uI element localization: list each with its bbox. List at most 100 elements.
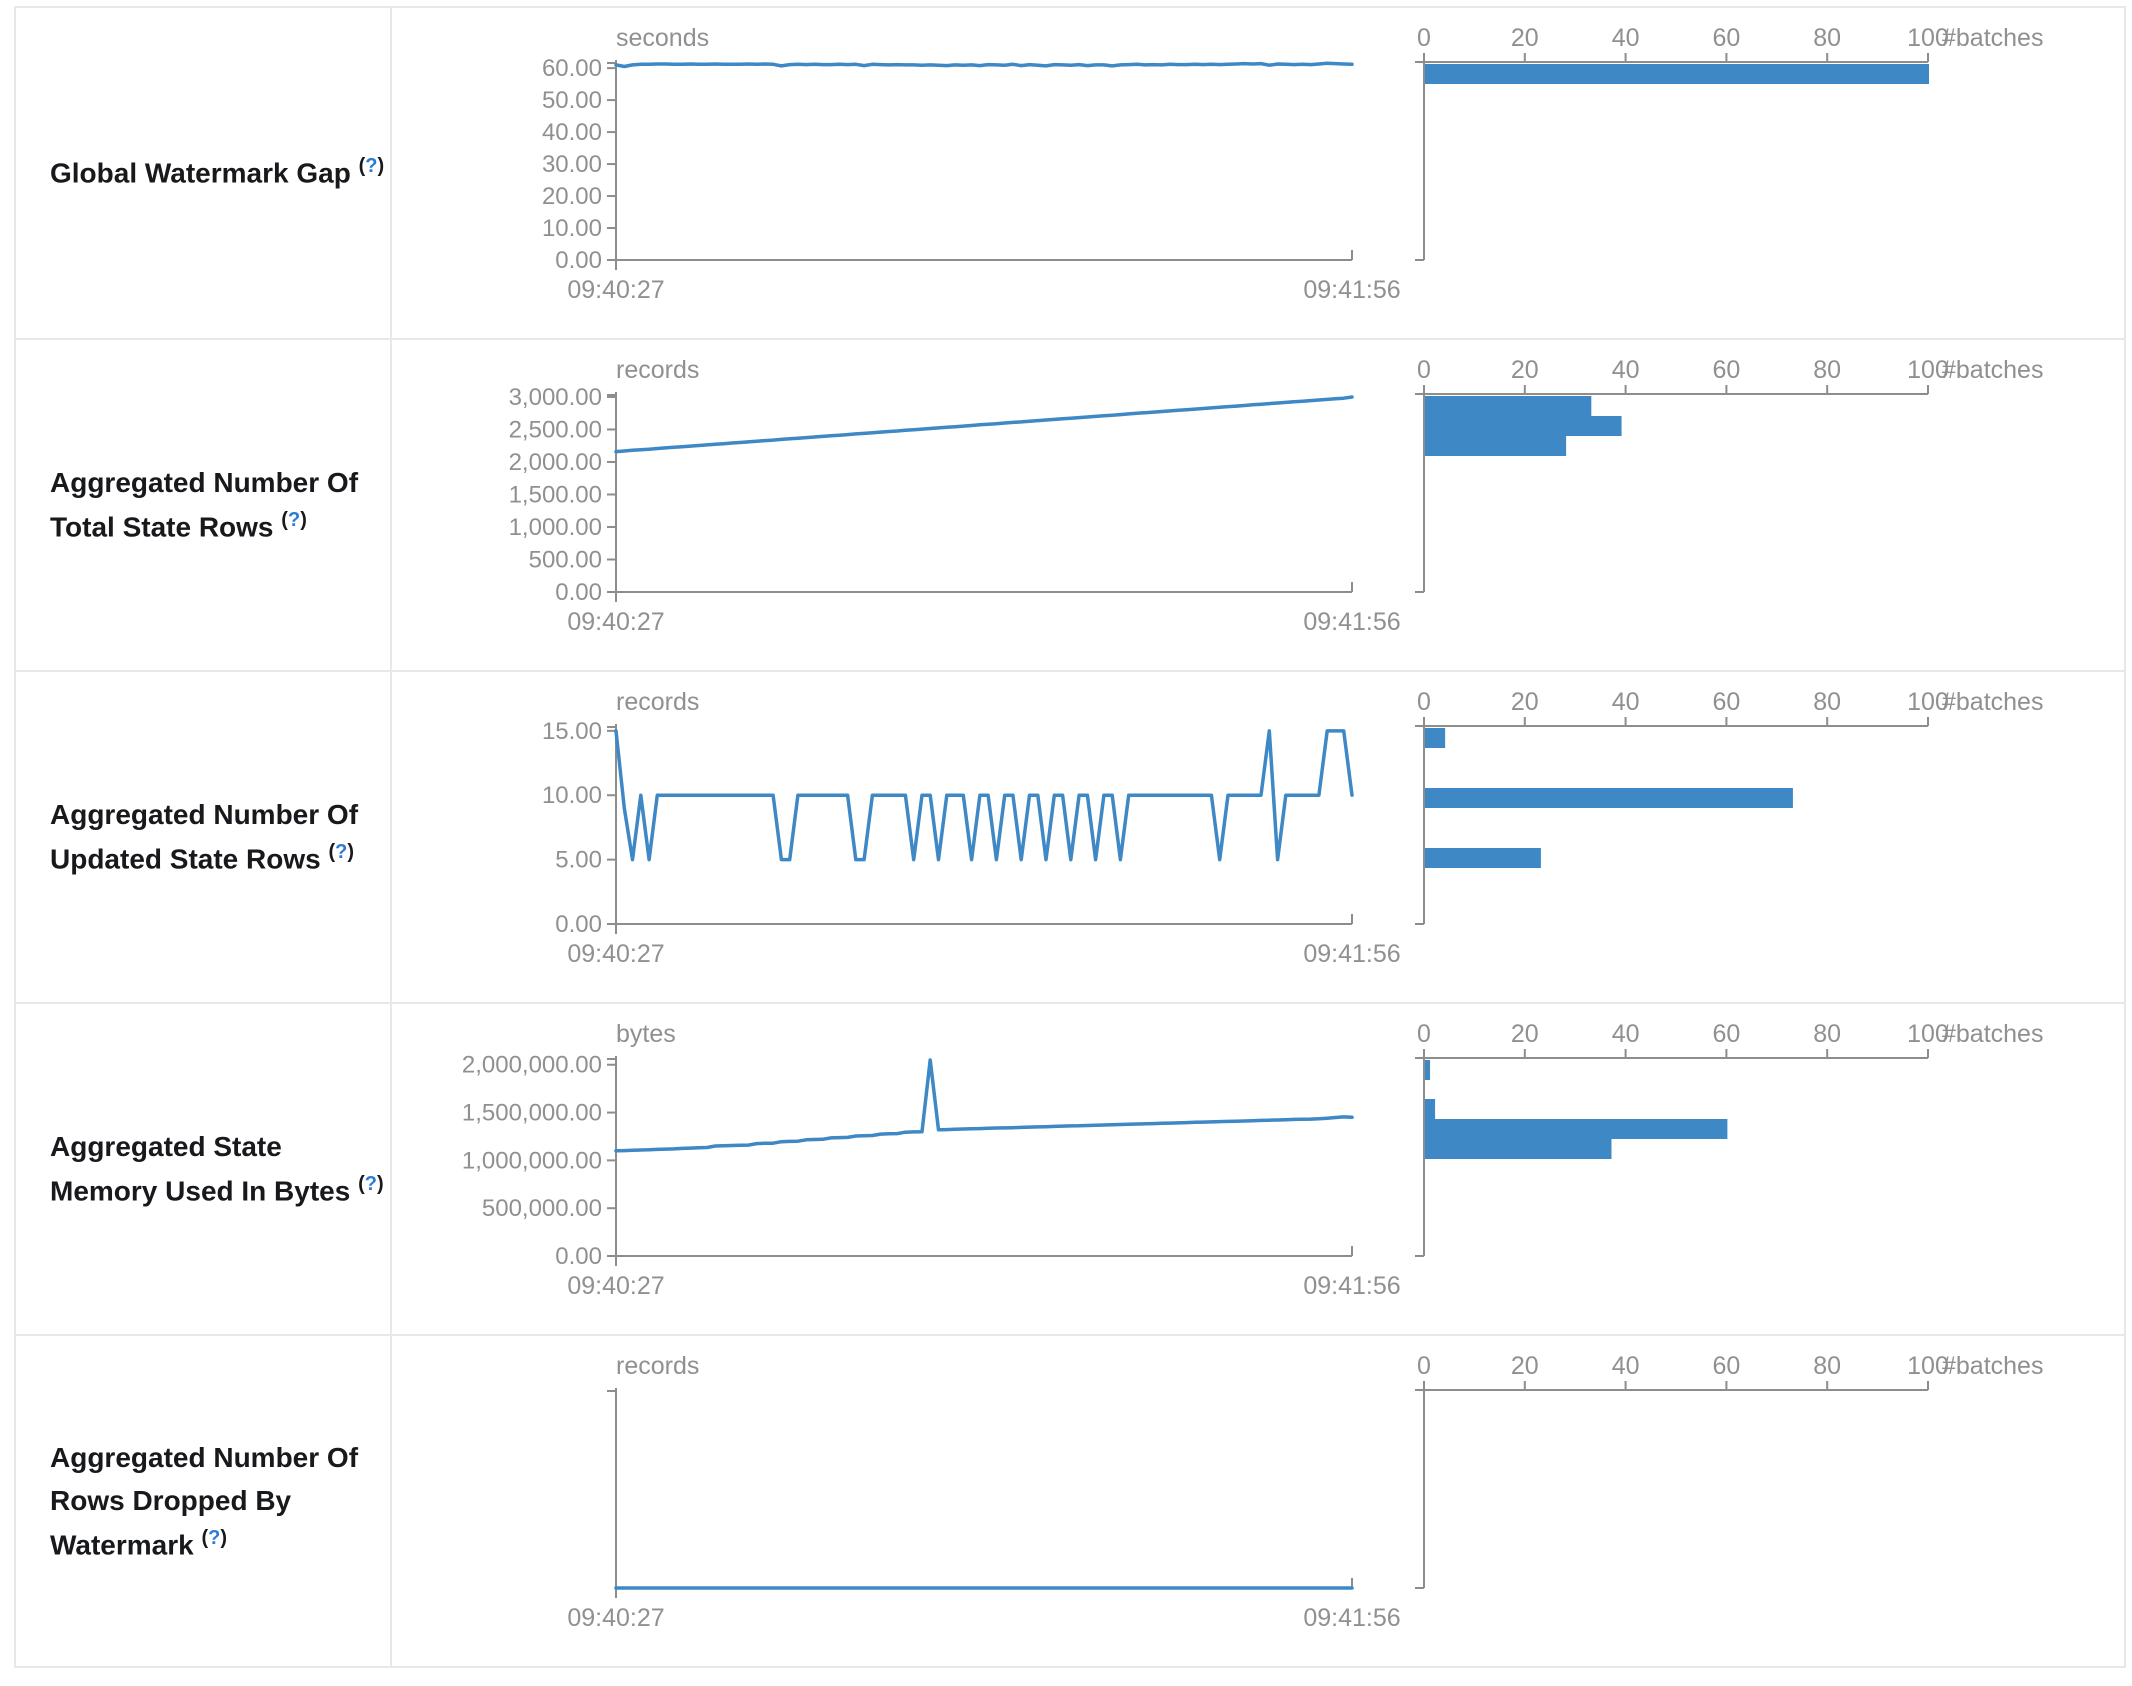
help-link[interactable]: (?) <box>281 509 307 531</box>
histogram-x-tick-label: 40 <box>1612 688 1640 716</box>
time-label-start: 09:40:27 <box>567 940 664 968</box>
histogram-x-tick-label: 20 <box>1511 24 1539 52</box>
unit-label: bytes <box>616 1020 676 1048</box>
histogram-chart: 0 20 40 60 80 100#batches <box>1415 24 2043 261</box>
unit-label: records <box>616 356 699 384</box>
histogram-chart: 0 20 40 60 80 100#batches <box>1415 1352 2043 1589</box>
histogram-x-tick-label: 60 <box>1712 24 1740 52</box>
metric-row: Aggregated Number Of Total State Rows (?… <box>14 338 2126 672</box>
timeline-line <box>614 395 1354 454</box>
y-tick-label: 0.00 <box>555 247 602 274</box>
metric-charts: seconds 60.00 50.00 40.00 30.00 20.00 10.00 0.0… <box>542 24 2044 304</box>
help-link-text: ? <box>365 155 378 178</box>
timeline-chart: records 09:40:27 09:41:56 <box>567 1352 1400 1632</box>
metric-label-cell: Aggregated Number Of Rows Dropped By Wat… <box>14 1334 392 1668</box>
help-link-text: ( <box>201 1526 209 1549</box>
histogram-bar <box>1425 788 1793 808</box>
histogram-x-tick-label: 80 <box>1813 356 1841 384</box>
time-label-end: 09:41:56 <box>1303 276 1400 304</box>
metric-row: Aggregated Number Of Updated State Rows … <box>14 670 2126 1004</box>
batches-axis-label: #batches <box>1942 356 2043 384</box>
y-tick-label: 3,000.00 <box>509 384 602 411</box>
timeline-line <box>614 1058 1354 1153</box>
y-tick-label: 2,000.00 <box>509 449 602 476</box>
y-tick-label: 50.00 <box>542 87 602 114</box>
histogram-x-tick-label: 20 <box>1511 1352 1539 1380</box>
y-tick-label: 1,000.00 <box>509 514 602 541</box>
y-tick-label: 15.00 <box>542 718 602 745</box>
histogram-bar <box>1425 848 1541 868</box>
histogram-x-tick-label: 40 <box>1612 1020 1640 1048</box>
y-tick-label: 2,500.00 <box>509 416 602 443</box>
metric-label-cell: Aggregated Number Of Updated State Rows … <box>14 670 392 1004</box>
help-link[interactable]: (?) <box>201 1527 227 1549</box>
y-tick-label: 1,500.00 <box>509 481 602 508</box>
histogram-x-tick-label: 40 <box>1612 1352 1640 1380</box>
batches-axis-label: #batches <box>1942 24 2043 52</box>
histogram-chart: 0 20 40 60 80 100#batches <box>1415 1020 2043 1257</box>
metric-charts: records 09:40:27 09:41:56 0 20 40 60 80 100#batc… <box>567 1352 2043 1632</box>
y-tick-label: 10.00 <box>542 782 602 809</box>
time-label-start: 09:40:27 <box>567 276 664 304</box>
y-tick-label: 1,500,000.00 <box>462 1100 602 1127</box>
y-tick-label: 0.00 <box>555 911 602 938</box>
histogram-x-tick-label: 0 <box>1417 24 1431 52</box>
histogram-x-tick-label: 40 <box>1612 356 1640 384</box>
metric-charts: bytes 2,000,000.00 1,500,000.00 1,000,000.0… <box>462 1020 2044 1300</box>
help-link[interactable]: (?) <box>328 841 354 863</box>
histogram-bar <box>1425 396 1592 416</box>
histogram-bar <box>1425 64 1929 84</box>
histogram-x-tick-label: 60 <box>1712 1020 1740 1048</box>
histogram-x-tick-label: 0 <box>1417 1020 1431 1048</box>
histogram-x-tick-label: 0 <box>1417 1352 1431 1380</box>
unit-label: seconds <box>616 24 709 52</box>
y-tick-label: 30.00 <box>542 151 602 178</box>
help-link-text: ? <box>208 1526 221 1549</box>
histogram-x-tick-label: 100 <box>1907 688 1949 716</box>
help-link-text: ) <box>377 155 385 178</box>
histogram-bar <box>1425 1119 1728 1139</box>
time-label-end: 09:41:56 <box>1303 1604 1400 1632</box>
help-link-text: ( <box>358 155 366 178</box>
histogram-x-tick-label: 20 <box>1511 356 1539 384</box>
help-link-text: ) <box>377 1172 384 1195</box>
help-link-text: ? <box>364 1172 377 1195</box>
histogram-x-tick-label: 100 <box>1907 1352 1949 1380</box>
metric-row: Global Watermark Gap (?) seconds 60.00 50.0… <box>14 6 2126 340</box>
batches-axis-label: #batches <box>1942 1352 2043 1380</box>
metric-title: Aggregated Number Of Updated State Rows … <box>50 799 359 875</box>
y-tick-label: 1,000,000.00 <box>462 1147 602 1174</box>
histogram-bar <box>1425 436 1567 456</box>
metrics-table: Global Watermark Gap (?) seconds 60.00 50.0… <box>14 6 2126 1668</box>
time-label-end: 09:41:56 <box>1303 1272 1400 1300</box>
y-tick-label: 500,000.00 <box>482 1195 602 1222</box>
histogram-bar <box>1425 1060 1431 1080</box>
help-link[interactable]: (?) <box>359 155 385 177</box>
histogram-x-tick-label: 80 <box>1813 1352 1841 1380</box>
metric-title: Aggregated Number Of Rows Dropped By Wat… <box>50 1441 359 1560</box>
metric-row: Aggregated State Memory Used In Bytes (?… <box>14 1002 2126 1336</box>
metric-charts-cell: records 3,000.00 2,500.00 2,000.00 1,500.00 1… <box>390 338 2126 672</box>
metric-label-cell: Aggregated State Memory Used In Bytes (?… <box>14 1002 392 1336</box>
metrics-table-body: Global Watermark Gap (?) seconds 60.00 50.0… <box>14 6 2126 1668</box>
metric-title: Aggregated State Memory Used In Bytes (?… <box>50 1131 384 1207</box>
help-link-text: ( <box>281 508 288 531</box>
histogram-x-tick-label: 80 <box>1813 1020 1841 1048</box>
help-link-text: ? <box>287 508 301 531</box>
help-link-text: ) <box>347 840 355 863</box>
help-link[interactable]: (?) <box>358 1173 384 1195</box>
histogram-x-tick-label: 100 <box>1907 356 1949 384</box>
y-tick-label: 10.00 <box>542 215 602 242</box>
time-label-start: 09:40:27 <box>567 1604 664 1632</box>
metric-row: Aggregated Number Of Rows Dropped By Wat… <box>14 1334 2126 1668</box>
y-tick-label: 60.00 <box>542 55 602 82</box>
histogram-x-tick-label: 60 <box>1712 688 1740 716</box>
histogram-bar <box>1425 416 1622 436</box>
histogram-x-tick-label: 40 <box>1612 24 1640 52</box>
metric-charts: records 3,000.00 2,500.00 2,000.00 1,500.00 1… <box>509 356 2044 636</box>
help-link-text: ( <box>358 1172 365 1195</box>
histogram-x-tick-label: 0 <box>1417 688 1431 716</box>
help-link-text: ? <box>335 840 348 863</box>
